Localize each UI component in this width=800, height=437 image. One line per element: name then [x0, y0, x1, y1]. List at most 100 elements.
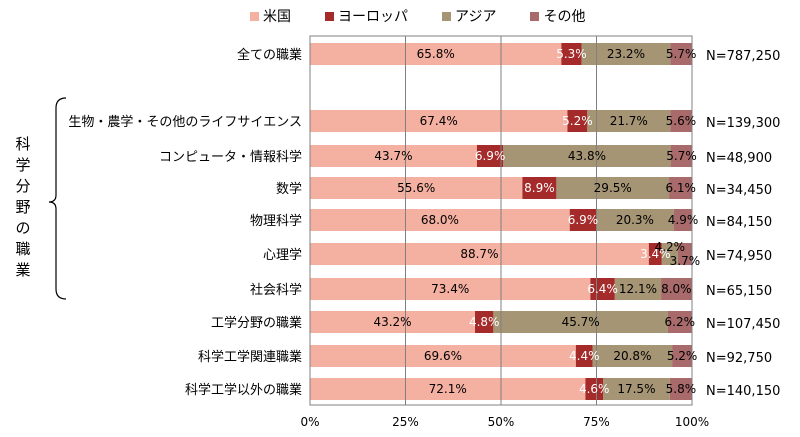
bar-segment [310, 177, 523, 199]
data-label: 23.2% [607, 47, 645, 61]
x-tick-label: 25% [392, 415, 419, 429]
data-label: 4.4% [569, 349, 600, 363]
bar-segment [310, 345, 576, 367]
data-label: 6.2% [665, 315, 696, 329]
bar-segment [310, 311, 476, 333]
legend-item: アジア [442, 6, 496, 26]
data-label: 68.0% [421, 213, 459, 227]
n-label: N=139,300 [706, 116, 780, 131]
bar-segment [310, 43, 562, 65]
bar-segment [648, 243, 662, 265]
data-label: 8.9% [524, 181, 555, 195]
bar-segment [670, 110, 692, 132]
n-label: N=84,150 [706, 215, 772, 230]
legend-item: 米国 [250, 6, 291, 26]
category-label: 数学 [276, 181, 302, 197]
data-label: 72.1% [429, 382, 467, 396]
category-label: 工学分野の職業 [211, 315, 302, 331]
group-label-char: 職 [15, 240, 31, 258]
bar-segment [614, 278, 662, 300]
x-tick-label: 100% [675, 415, 709, 429]
data-label: 6.1% [665, 181, 696, 195]
data-label: 5.8% [666, 382, 697, 396]
data-label: 4.6% [579, 382, 610, 396]
legend-label: ヨーロッパ [338, 9, 408, 25]
data-label: 43.7% [374, 149, 412, 163]
x-tick-label: 50% [488, 415, 515, 429]
bar-segment [669, 177, 693, 199]
legend: 米国 ヨーロッパ アジア その他 [250, 6, 585, 26]
n-label: N=65,150 [706, 284, 772, 299]
bar-segment [587, 110, 671, 132]
data-label: 88.7% [460, 247, 498, 261]
bar-segment [602, 378, 670, 400]
data-label: 4.2% [655, 240, 686, 254]
legend-label: アジア [455, 9, 497, 25]
x-tick-label: 75% [583, 415, 610, 429]
bar-segment [310, 243, 649, 265]
bar-segment [503, 145, 671, 167]
legend-item: その他 [530, 6, 585, 26]
bar-segment [667, 311, 692, 333]
n-label: N=140,150 [706, 384, 780, 399]
bar-segment [581, 43, 671, 65]
group-label-char: 科 [15, 135, 31, 153]
data-label: 6.9% [475, 149, 506, 163]
data-label: 29.5% [594, 181, 632, 195]
bar-segment [476, 145, 504, 167]
bar-segment [310, 278, 591, 300]
bar-segment [575, 345, 593, 367]
bar-segment [669, 378, 692, 400]
bar-segment [522, 177, 557, 199]
group-bracket [48, 97, 67, 300]
data-label: 3.4% [640, 247, 671, 261]
data-label: 43.2% [373, 315, 411, 329]
category-label: 心理学 [263, 247, 302, 263]
data-label: 73.4% [431, 282, 469, 296]
data-label: 6.4% [587, 282, 618, 296]
data-label: 5.7% [666, 149, 697, 163]
data-label: 20.8% [613, 349, 651, 363]
data-label: 3.7% [670, 254, 701, 268]
bar-segment [592, 345, 673, 367]
bar-segment [310, 378, 586, 400]
bar-segment [561, 43, 582, 65]
data-label: 5.2% [667, 349, 698, 363]
n-label: N=74,950 [706, 249, 772, 264]
legend-label: その他 [543, 9, 586, 25]
data-label: 65.8% [417, 47, 455, 61]
data-label: 4.8% [469, 315, 500, 329]
legend-swatch [325, 11, 334, 21]
legend-swatch [530, 11, 540, 21]
category-label: 社会科学 [250, 282, 302, 298]
data-label: 5.6% [666, 114, 697, 128]
bar-segment [569, 209, 597, 231]
n-label: N=107,450 [706, 317, 780, 332]
data-label: 69.6% [424, 349, 462, 363]
group-label-char: 業 [15, 261, 31, 279]
bar-segment [661, 243, 678, 265]
data-label: 5.7% [666, 47, 697, 61]
legend-swatch [442, 11, 451, 21]
n-label: N=92,750 [706, 351, 772, 366]
bar-segment [670, 43, 692, 65]
bar-segment [567, 110, 588, 132]
bar-segment [672, 345, 692, 367]
data-label: 12.1% [619, 282, 657, 296]
data-label: 5.2% [562, 114, 593, 128]
bar-segment [673, 209, 693, 231]
n-label: N=787,250 [706, 49, 780, 64]
bar-segment [596, 209, 674, 231]
group-label-char: の [15, 219, 31, 237]
data-label: 45.7% [562, 315, 600, 329]
data-label: 67.4% [420, 114, 458, 128]
bar-segment [310, 145, 477, 167]
group-label: 科学分野の職業 [14, 134, 32, 281]
data-label: 43.8% [568, 149, 606, 163]
category-label: コンピュータ・情報科学 [159, 149, 302, 165]
category-label: 全ての職業 [237, 47, 302, 63]
data-label: 17.5% [617, 382, 655, 396]
category-label: 科学工学以外の職業 [185, 382, 302, 398]
legend-label: 米国 [263, 9, 291, 25]
